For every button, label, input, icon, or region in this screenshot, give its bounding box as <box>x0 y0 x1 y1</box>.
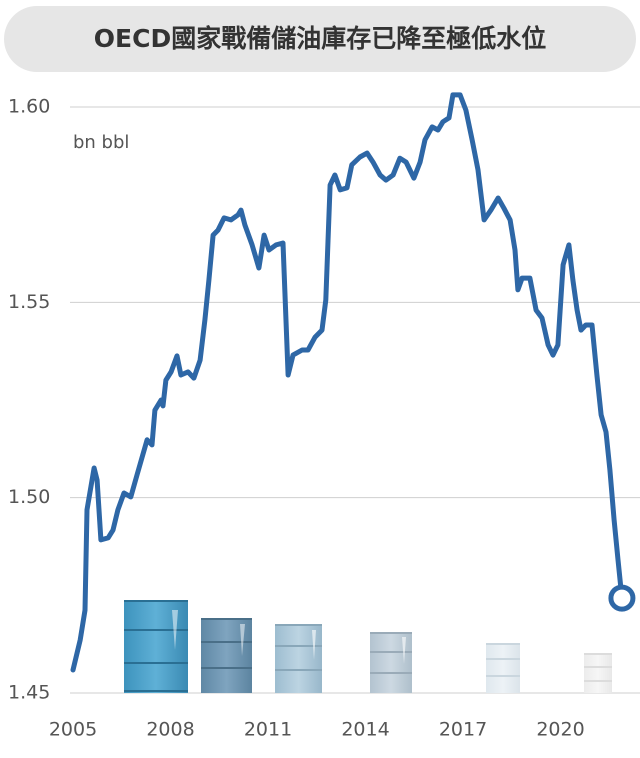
chart-title: OECD國家戰備儲油庫存已降至極低水位 <box>94 24 546 53</box>
y-tick-label: 1.55 <box>8 291 50 313</box>
x-tick-label: 2005 <box>49 719 97 741</box>
y-tick-label: 1.45 <box>8 682 50 704</box>
end-marker <box>608 584 636 612</box>
title-pill <box>4 6 636 72</box>
plot <box>70 92 636 673</box>
x-tick-label: 2020 <box>536 719 584 741</box>
x-tick-label: 2014 <box>341 719 389 741</box>
y-tick-label: 1.50 <box>8 486 50 508</box>
x-tick-label: 2011 <box>244 719 292 741</box>
y-tick-label: 1.60 <box>8 96 50 118</box>
barrels <box>124 600 612 693</box>
data-line <box>70 92 625 673</box>
x-tick-label: 2017 <box>439 719 487 741</box>
unit-label: bn bbl <box>73 132 129 153</box>
x-tick-label: 2008 <box>146 719 194 741</box>
